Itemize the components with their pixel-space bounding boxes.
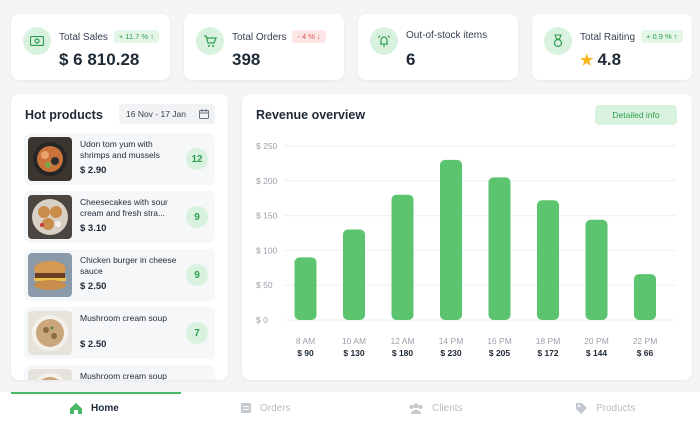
bar-value-label: $ 144: [586, 348, 608, 358]
revenue-bar: [537, 200, 559, 320]
bar-value-label: $ 90: [297, 348, 314, 358]
revenue-chart: $ 0 $ 50 $ 100 $ 150 $ 200 $ 250 8 AM $ 90 10 AM…: [256, 141, 676, 358]
nav-item-products[interactable]: Products: [575, 402, 635, 415]
revenue-overview-panel: Revenue overview Detailed info $ 0 $ 50 $ …: [242, 94, 692, 380]
product-name: Mushroom cream soup: [80, 371, 167, 380]
hot-products-title: Hot products: [25, 108, 103, 122]
calendar-icon: [199, 109, 209, 119]
hot-product-item[interactable]: Chicken burger in cheese sauce $ 2.50 9: [24, 249, 215, 301]
nav-active-indicator: [11, 392, 181, 394]
product-order-count: 9: [186, 264, 208, 286]
product-image: [28, 369, 72, 380]
detailed-info-button[interactable]: Detailed info: [595, 105, 677, 125]
stat-label: Total Raiting: [580, 32, 636, 43]
stat-label: Out-of-stock items: [406, 30, 488, 41]
stat-value: 6: [406, 50, 416, 69]
product-name: Mushroom cream soup: [80, 313, 167, 323]
product-order-count: 7: [186, 322, 208, 344]
nav-item-label: Products: [596, 403, 636, 414]
product-price: $ 2.50: [80, 281, 107, 292]
stat-card-total-sales: Total Sales + 11.7 % ↑ $ 6 810.28: [11, 14, 170, 80]
hot-product-item[interactable]: Cheesecakes with sour cream and fresh st…: [24, 191, 215, 243]
medal-icon: [544, 27, 572, 55]
stat-card-out-of-stock: Out-of-stock items 6: [358, 14, 518, 80]
clients-icon: [409, 403, 423, 414]
product-name: Udon tom yum with shrimps and mussels: [80, 139, 160, 160]
y-tick-label: $ 150: [256, 211, 278, 221]
x-tick-label: 12 AM: [390, 336, 414, 346]
nav-item-label: Orders: [260, 402, 291, 414]
stat-label: Total Orders: [232, 32, 287, 43]
revenue-bar: [440, 159, 462, 320]
hot-product-item[interactable]: Mushroom cream soup $ 2.50 7: [24, 307, 215, 359]
stat-change-badge: + 0.9 % ↑: [641, 30, 683, 43]
bar-value-label: $ 172: [537, 348, 559, 358]
revenue-bar: [634, 274, 656, 320]
nav-item-orders[interactable]: Orders: [240, 402, 291, 414]
hot-product-item[interactable]: Mushroom cream soup: [24, 365, 215, 380]
orders-icon: [241, 403, 251, 413]
product-image: [28, 137, 72, 181]
revenue-title: Revenue overview: [256, 108, 366, 122]
nav-item-home[interactable]: Home: [69, 402, 119, 415]
home-icon: [70, 403, 82, 414]
bar-value-label: $ 130: [343, 348, 365, 358]
bottom-navigation: Home Orders Clients Products: [0, 392, 700, 428]
nav-item-label: Home: [91, 403, 119, 414]
hot-product-item[interactable]: Udon tom yum with shrimps and mussels $ …: [24, 133, 215, 185]
product-image: [28, 253, 72, 297]
x-tick-label: 14 PM: [439, 336, 464, 346]
tag-icon: [576, 403, 587, 414]
y-tick-label: $ 0: [256, 315, 268, 325]
stat-value: 4.8: [597, 50, 622, 69]
stat-card-total-rating: Total Raiting + 0.9 % ↑ ★ 4.8: [532, 14, 692, 80]
cart-icon: [196, 27, 224, 55]
revenue-bar: [294, 257, 317, 320]
product-price: $ 2.50: [80, 339, 107, 350]
bar-value-label: $ 180: [392, 348, 414, 358]
product-image: [28, 311, 72, 355]
alert-bell-icon: [370, 27, 398, 55]
y-tick-label: $ 100: [256, 245, 278, 255]
stat-value: 398: [232, 50, 261, 69]
x-tick-label: 16 PM: [487, 336, 512, 346]
product-name: Chicken burger in cheese sauce: [80, 255, 177, 276]
y-tick-label: $ 250: [256, 141, 278, 151]
x-tick-label: 18 PM: [536, 336, 561, 346]
product-image: [28, 195, 72, 239]
stat-change-badge: - 4 % ↓: [292, 30, 326, 43]
product-order-count: 9: [186, 206, 208, 228]
x-tick-label: 8 AM: [296, 336, 315, 346]
x-tick-label: 22 PM: [633, 336, 658, 346]
stat-card-total-orders: Total Orders - 4 % ↓ 398: [184, 14, 344, 80]
product-price: $ 2.90: [80, 165, 107, 176]
product-name: Cheesecakes with sour cream and fresh st…: [80, 197, 168, 218]
x-tick-label: 20 PM: [584, 336, 609, 346]
stat-change-badge: + 11.7 % ↑: [113, 30, 160, 43]
revenue-bar: [343, 229, 365, 320]
bar-value-label: $ 230: [440, 348, 462, 358]
stat-label: Total Sales: [59, 32, 108, 43]
y-tick-label: $ 50: [256, 280, 273, 290]
date-range-picker[interactable]: 16 Nov - 17 Jan: [119, 104, 215, 124]
star-icon: ★: [580, 52, 594, 69]
revenue-bar: [391, 194, 414, 320]
revenue-bar: [488, 177, 511, 320]
product-order-count: 12: [186, 148, 208, 170]
nav-item-label: Clients: [432, 402, 463, 414]
stat-value: $ 6 810.28: [59, 50, 140, 69]
revenue-bar: [585, 219, 608, 320]
bar-value-label: $ 205: [489, 348, 511, 358]
date-range-value: 16 Nov - 17 Jan: [126, 109, 187, 119]
x-tick-label: 10 AM: [342, 336, 366, 346]
cash-icon: [23, 27, 51, 55]
bar-value-label: $ 66: [637, 348, 654, 358]
hot-products-panel: Hot products 16 Nov - 17 Jan Udon tom yu…: [11, 94, 228, 380]
nav-item-clients[interactable]: Clients: [408, 402, 463, 414]
product-price: $ 3.10: [80, 223, 107, 234]
y-tick-label: $ 200: [256, 176, 278, 186]
